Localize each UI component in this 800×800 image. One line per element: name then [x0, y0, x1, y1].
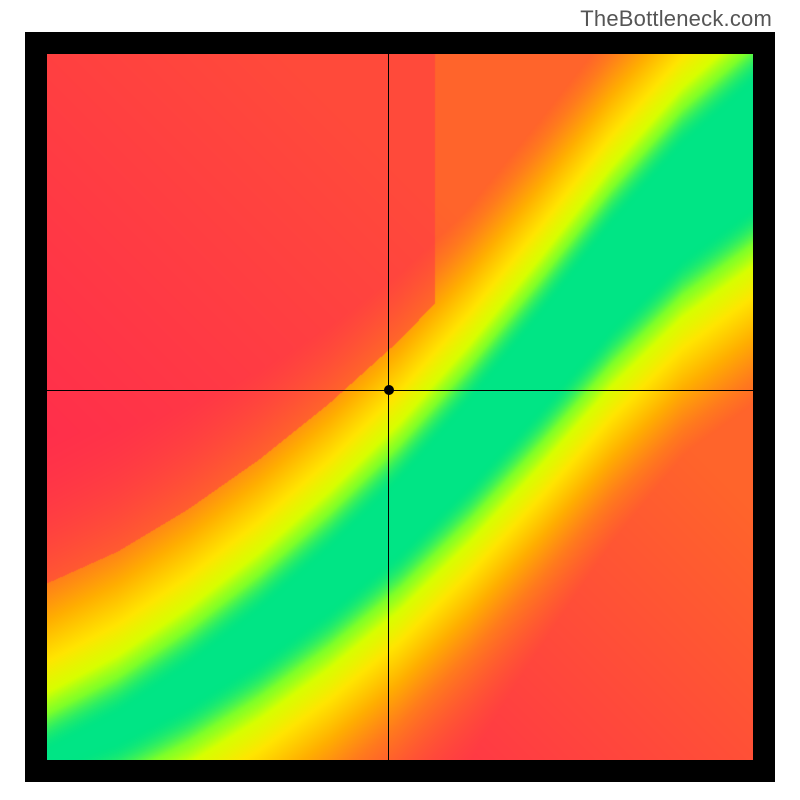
watermark-text: TheBottleneck.com: [580, 6, 772, 32]
crosshair-horizontal: [47, 390, 753, 391]
bottleneck-heatmap: [47, 54, 753, 760]
plot-area: [47, 54, 753, 760]
crosshair-vertical: [388, 54, 389, 760]
image-root: TheBottleneck.com: [0, 0, 800, 800]
selection-dot: [384, 385, 394, 395]
chart-frame: [25, 32, 775, 782]
